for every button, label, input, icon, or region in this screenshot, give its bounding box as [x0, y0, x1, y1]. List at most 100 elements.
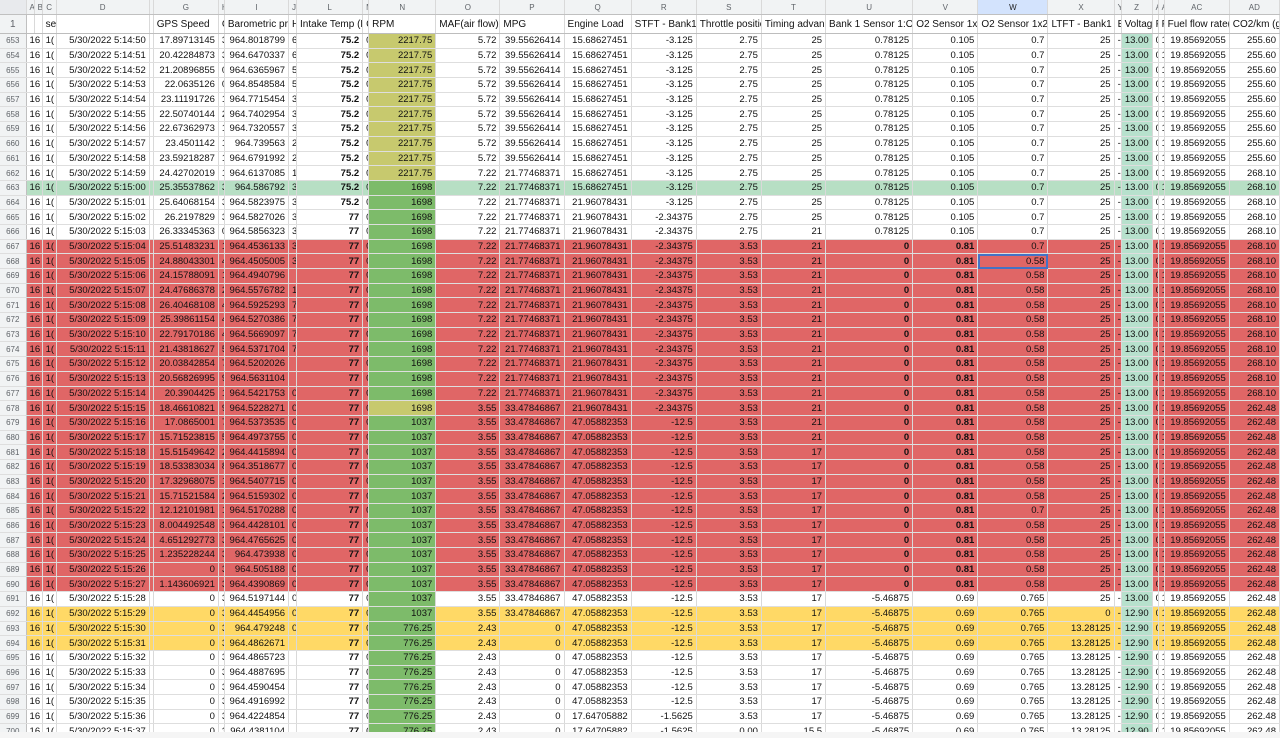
cell[interactable]: 268.10: [1229, 239, 1280, 255]
cell[interactable]: 964.4505005: [224, 253, 290, 269]
header-cell[interactable]: Engine Load: [564, 14, 632, 34]
cell[interactable]: 255.60: [1229, 62, 1280, 79]
cell[interactable]: 24.88043301: [153, 253, 219, 269]
cell[interactable]: 21.77468371: [499, 312, 565, 328]
cell[interactable]: 0.7: [977, 180, 1049, 196]
cell[interactable]: 21: [761, 327, 827, 343]
cell[interactable]: 5/30/2022 5:14:56: [56, 121, 150, 137]
cell[interactable]: 47.05882353: [564, 415, 632, 431]
cell[interactable]: 0: [218, 62, 225, 79]
cell[interactable]: 5/30/2022 5:15:30: [56, 621, 150, 637]
cell[interactable]: 0: [825, 415, 914, 431]
cell[interactable]: 7.22: [435, 195, 501, 211]
cell[interactable]: 16: [26, 151, 43, 167]
cell[interactable]: 13.28125: [1047, 665, 1115, 681]
cell[interactable]: 19.85692055: [1164, 650, 1230, 666]
cell[interactable]: 19.85692055: [1164, 92, 1230, 108]
cell[interactable]: 21.77468371: [499, 195, 565, 211]
row-number[interactable]: 674: [0, 341, 27, 358]
cell[interactable]: 0.81: [912, 371, 979, 387]
cell[interactable]: 0.58: [977, 371, 1049, 387]
cell[interactable]: 0: [153, 650, 219, 666]
cell[interactable]: 5.72: [435, 106, 501, 123]
cell[interactable]: -: [1114, 268, 1122, 284]
row-number[interactable]: 670: [0, 283, 27, 299]
row-number[interactable]: 694: [0, 635, 27, 651]
cell[interactable]: 21.96078431: [564, 239, 632, 255]
cell[interactable]: 0: [362, 253, 370, 269]
cell[interactable]: 1: [218, 136, 225, 152]
cell[interactable]: 1698: [368, 356, 437, 372]
cell[interactable]: 0.78125: [825, 136, 914, 152]
cell[interactable]: 1: [1158, 253, 1165, 269]
cell[interactable]: 0.78125: [825, 151, 914, 167]
cell[interactable]: 1(: [42, 165, 57, 181]
row-number[interactable]: 678: [0, 400, 27, 416]
cell[interactable]: -2.34375: [631, 239, 697, 255]
cell[interactable]: 0: [1152, 312, 1159, 328]
cell[interactable]: 0.58: [977, 327, 1049, 343]
row-number[interactable]: 665: [0, 209, 27, 225]
cell[interactable]: 21.77468371: [499, 268, 565, 284]
cell[interactable]: -12.5: [631, 532, 697, 549]
cell[interactable]: 3: [288, 180, 298, 196]
cell[interactable]: 1698: [368, 312, 437, 328]
cell[interactable]: 0: [1152, 400, 1159, 416]
cell[interactable]: 1: [1158, 488, 1165, 504]
cell[interactable]: 75.2: [296, 92, 364, 108]
cell[interactable]: 7.22: [435, 341, 501, 358]
cell[interactable]: 19.85692055: [1164, 209, 1230, 225]
cell[interactable]: 16: [26, 253, 43, 269]
cell[interactable]: 21.77468371: [499, 283, 565, 299]
cell[interactable]: 1: [1158, 576, 1165, 593]
cell[interactable]: 25: [1047, 239, 1115, 255]
cell[interactable]: 21: [761, 268, 827, 284]
cell[interactable]: 1(: [42, 547, 57, 563]
cell[interactable]: -2.34375: [631, 356, 697, 372]
cell[interactable]: 25: [761, 92, 827, 108]
cell[interactable]: 0: [825, 430, 914, 446]
cell[interactable]: 5/30/2022 5:15:25: [56, 547, 150, 563]
cell[interactable]: 19.85692055: [1164, 503, 1230, 519]
cell[interactable]: -: [1114, 606, 1122, 622]
cell[interactable]: 0.105: [912, 165, 979, 181]
cell[interactable]: [288, 371, 298, 387]
cell[interactable]: 0.7: [977, 165, 1049, 181]
cell[interactable]: 0: [288, 576, 298, 593]
cell[interactable]: 19.85692055: [1164, 283, 1230, 299]
cell[interactable]: 1(: [42, 121, 57, 137]
cell[interactable]: 0.7: [977, 121, 1049, 137]
cell[interactable]: 2.43: [435, 665, 501, 681]
cell[interactable]: 0: [825, 268, 914, 284]
cell[interactable]: 19.85692055: [1164, 224, 1230, 240]
cell[interactable]: 0.105: [912, 224, 979, 240]
header-cell[interactable]: E: [1114, 14, 1122, 34]
cell[interactable]: 12.12101981: [153, 503, 219, 519]
cell[interactable]: 13.00: [1121, 356, 1153, 372]
row-number[interactable]: 672: [0, 312, 27, 328]
cell[interactable]: -5.46875: [825, 621, 914, 637]
cell[interactable]: 3.55: [435, 430, 501, 446]
cell[interactable]: 13.00: [1121, 341, 1153, 358]
cell[interactable]: 25: [1047, 33, 1115, 49]
cell[interactable]: 268.10: [1229, 356, 1280, 372]
cell[interactable]: 0: [288, 430, 298, 446]
cell[interactable]: 1: [1158, 444, 1165, 460]
cell[interactable]: -12.5: [631, 665, 697, 681]
cell[interactable]: 1(: [42, 33, 57, 49]
cell[interactable]: 0: [362, 650, 370, 666]
cell[interactable]: 5/30/2022 5:15:36: [56, 709, 150, 725]
cell[interactable]: 19.85692055: [1164, 459, 1230, 475]
cell[interactable]: 0: [362, 136, 370, 152]
row-number[interactable]: 675: [0, 356, 27, 372]
cell[interactable]: -3.125: [631, 151, 697, 167]
cell[interactable]: 25.51483231: [153, 239, 219, 255]
cell[interactable]: 1: [1158, 268, 1165, 284]
cell[interactable]: 0: [1152, 136, 1159, 152]
cell[interactable]: 3: [288, 195, 298, 211]
cell[interactable]: 1(: [42, 488, 57, 504]
cell[interactable]: 1(: [42, 665, 57, 681]
cell[interactable]: 1698: [368, 239, 437, 255]
cell[interactable]: 5/30/2022 5:15:20: [56, 474, 150, 490]
cell[interactable]: 0.78125: [825, 62, 914, 79]
